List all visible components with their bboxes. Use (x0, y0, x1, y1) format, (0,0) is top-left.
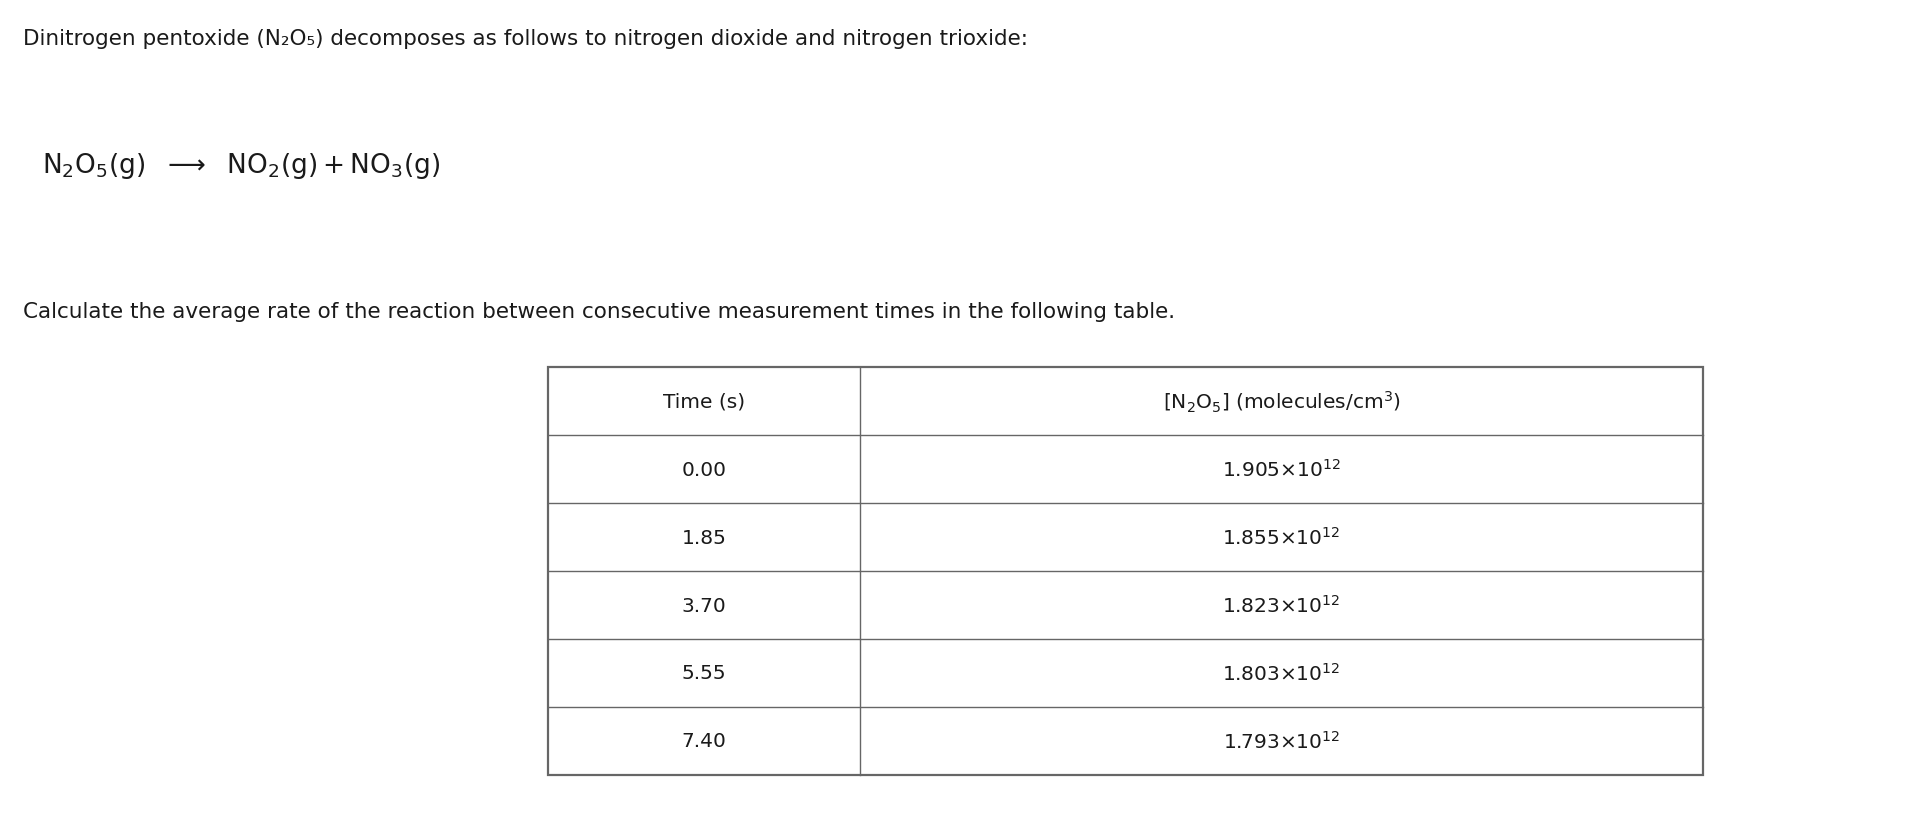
Text: 5.55: 5.55 (681, 664, 727, 682)
Text: 1.793$\times10^{12}$: 1.793$\times10^{12}$ (1223, 730, 1338, 752)
Bar (548, 368, 1702, 775)
Text: 0.00: 0.00 (681, 461, 727, 479)
Text: Time (s): Time (s) (663, 393, 744, 411)
Text: 1.803$\times10^{12}$: 1.803$\times10^{12}$ (1221, 662, 1340, 684)
Text: 1.85: 1.85 (681, 528, 727, 547)
Text: 3.70: 3.70 (681, 596, 727, 614)
Text: $\mathregular{N_2O_5(g)}$  $\longrightarrow$  $\mathregular{NO_2(g) + NO_3(g)}$: $\mathregular{N_2O_5(g)}$ $\longrightarr… (42, 151, 440, 180)
Text: 1.855$\times10^{12}$: 1.855$\times10^{12}$ (1221, 527, 1340, 548)
Text: Dinitrogen pentoxide (N₂O₅) decomposes as follows to nitrogen dioxide and nitrog: Dinitrogen pentoxide (N₂O₅) decomposes a… (23, 29, 1027, 49)
Text: 1.905$\times10^{12}$: 1.905$\times10^{12}$ (1221, 459, 1340, 480)
Text: 7.40: 7.40 (681, 732, 727, 750)
Text: $\mathregular{[N_2O_5]}$ (molecules/cm$^3$): $\mathregular{[N_2O_5]}$ (molecules/cm$^… (1161, 390, 1400, 414)
Text: Calculate the average rate of the reaction between consecutive measurement times: Calculate the average rate of the reacti… (23, 302, 1175, 322)
Text: 1.823$\times10^{12}$: 1.823$\times10^{12}$ (1221, 595, 1340, 616)
